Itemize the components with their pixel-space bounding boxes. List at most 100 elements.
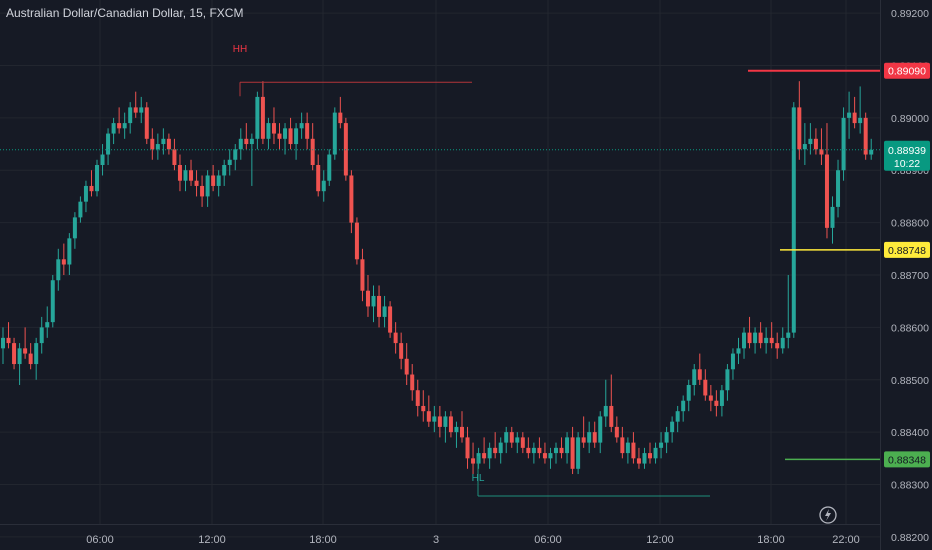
candle-body [548,453,553,459]
candle-body [117,123,122,129]
x-tick-label: 18:00 [309,534,337,546]
candle-body [587,432,592,443]
candle-body [824,154,829,228]
y-tick-label: 0.88800 [891,218,929,230]
candle-body [692,369,697,385]
candle-body [681,400,686,412]
candle-body [288,128,293,145]
candle-body [128,107,133,124]
current-price-tag: 0.88939 [888,145,926,157]
candle-body [487,447,492,459]
candle-body [714,400,719,406]
candle-body [736,348,741,354]
hl-label: HL [472,473,485,484]
candle-body [614,426,619,438]
y-tick-label: 0.88700 [891,270,929,282]
candle-body [443,416,448,427]
candle-body [509,432,514,443]
candle-body [100,154,105,165]
candle-body [515,437,520,443]
candle-body [166,138,171,150]
candle-body [222,165,227,176]
candle-body [310,138,315,165]
candle-body [249,138,254,145]
candle-body [172,149,177,165]
candle-body [493,447,498,454]
candle-body [39,327,44,344]
candle-body [17,348,22,365]
candle-body [498,442,503,454]
lightning-icon[interactable] [819,506,837,524]
candle-body [28,353,33,365]
candle-body [194,180,199,186]
candle-body [72,217,77,239]
candle-body [598,416,603,443]
y-tick-label: 0.89200 [891,8,929,20]
candle-body [592,432,597,443]
candle-body [465,437,470,459]
candle-body [869,149,874,155]
candle-body [415,390,420,406]
candle-body [426,411,431,422]
candle-body [327,154,332,181]
candle-body [139,107,144,113]
support-mid-price-tag: 0.88748 [888,245,926,257]
x-tick-label: 12:00 [646,534,674,546]
candle-body [697,369,702,380]
candle-body [211,175,216,186]
candle-body [653,447,658,459]
support-low-price-tag: 0.88348 [888,454,926,466]
candle-body [786,332,791,338]
candle-body [200,185,205,197]
candle-body [448,416,453,433]
resistance-price-tag: 0.89090 [888,66,926,78]
candle-body [382,306,387,317]
candle-body [581,437,586,443]
candle-body [338,112,343,124]
candle-body [283,128,288,139]
candle-body [360,259,365,291]
candle-body [67,238,72,265]
candle-body [12,343,17,365]
candle-body [316,165,321,192]
candle-body [255,96,260,139]
candle-body [554,447,558,454]
candle-body [808,138,813,145]
x-tick-label: 3 [433,534,439,546]
candle-body [482,453,487,459]
lightning-icon-ring [819,506,837,524]
candle-body [150,138,155,150]
candle-body [797,107,802,150]
candle-body [421,405,426,412]
candle-body [675,411,680,422]
candle-body [6,337,11,344]
candle-body [23,348,28,354]
candle-body [703,379,708,396]
candle-body [708,395,713,401]
candle-body [542,453,547,459]
x-tick-label: 22:00 [832,534,860,546]
candle-body [841,117,846,171]
candle-body [34,343,39,365]
candle-body [559,447,564,454]
current-price-tag-bg [884,140,930,171]
candle-body [476,453,481,464]
candle-body [393,332,398,344]
candle-body [520,437,525,448]
candle-body [294,128,299,145]
candle-body [122,123,127,129]
candle-body [836,170,841,207]
countdown-label: 10:22 [894,158,920,170]
candle-body [205,175,210,197]
support-mid-price-tag-bg [884,241,930,258]
resistance-price-tag-bg [884,62,930,79]
candle-body [78,201,83,218]
candle-body [155,144,160,150]
candle-body [216,175,221,186]
hh-label: HH [233,44,247,55]
candle-body [177,165,182,181]
candle-body [233,149,238,160]
candle-body [432,416,437,422]
y-tick-label: 0.89000 [891,113,929,125]
